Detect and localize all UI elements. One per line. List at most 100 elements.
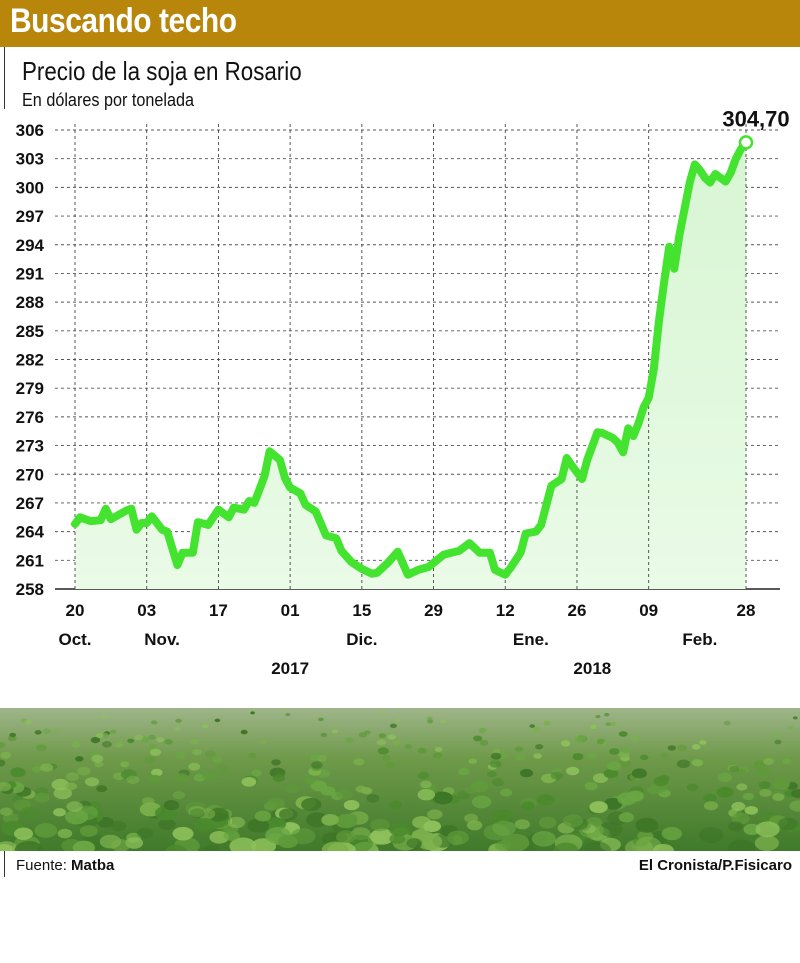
- leaf: [0, 841, 17, 851]
- leaf: [65, 782, 78, 791]
- leaf: [310, 754, 320, 761]
- leaf: [686, 783, 699, 791]
- leaf: [691, 744, 701, 750]
- y-tick-label: 285: [16, 322, 44, 341]
- leaf: [172, 826, 194, 841]
- y-tick-label: 270: [16, 465, 44, 484]
- leaf: [756, 768, 771, 778]
- leaf: [343, 800, 360, 811]
- leaf: [331, 729, 338, 734]
- leaf: [251, 769, 262, 777]
- leaf: [163, 800, 180, 811]
- leaf: [490, 752, 502, 760]
- leaf: [149, 748, 162, 756]
- leaf: [109, 729, 117, 735]
- leaf: [389, 833, 406, 844]
- leaf: [417, 771, 430, 780]
- source-note: Fuente: Matba: [16, 857, 114, 874]
- x-tick-label: 01: [281, 601, 300, 620]
- leaf: [603, 768, 619, 779]
- leaf: [174, 773, 189, 783]
- leaf: [423, 820, 441, 833]
- leaf: [71, 741, 81, 748]
- x-tick-label: 20: [66, 601, 85, 620]
- leaf: [127, 738, 135, 744]
- leaf: [394, 718, 401, 722]
- leaf: [320, 732, 328, 738]
- leaf: [727, 839, 756, 851]
- x-tick-label: 15: [352, 601, 371, 620]
- leaf: [254, 810, 272, 822]
- leaf: [759, 788, 772, 797]
- leaf: [553, 842, 579, 851]
- leaf: [521, 801, 535, 811]
- leaf: [703, 793, 717, 803]
- leaf: [458, 767, 470, 776]
- leaf: [241, 777, 257, 787]
- leaf: [148, 774, 162, 783]
- leaf: [51, 729, 58, 734]
- leaf: [40, 763, 54, 772]
- leaf: [285, 784, 300, 794]
- leaf: [531, 831, 556, 847]
- y-tick-label: 276: [16, 408, 44, 427]
- leaf: [10, 767, 26, 778]
- leaf: [576, 734, 586, 741]
- leaf: [744, 806, 759, 815]
- leaf: [440, 719, 446, 723]
- leaf: [311, 761, 323, 769]
- leaf: [599, 821, 623, 837]
- x-tick-label: 17: [209, 601, 228, 620]
- leaf: [248, 752, 257, 759]
- leaf: [318, 717, 324, 722]
- leaf: [755, 821, 780, 838]
- leaf: [321, 814, 339, 826]
- x-tick-label: 03: [137, 601, 156, 620]
- leaf: [136, 827, 154, 839]
- leaf: [492, 820, 516, 836]
- leaf: [389, 800, 403, 810]
- leaf: [618, 731, 628, 737]
- leaf: [516, 753, 526, 761]
- y-tick-label: 288: [16, 293, 44, 312]
- last-value-label: 304,70: [722, 106, 789, 131]
- leaf: [34, 792, 50, 803]
- leaf: [101, 741, 112, 748]
- leaf: [174, 727, 181, 731]
- leaf: [772, 778, 790, 790]
- leaf: [562, 814, 584, 828]
- leaf: [378, 733, 387, 739]
- leaf: [514, 819, 530, 830]
- leaf: [550, 771, 564, 780]
- leaf: [479, 740, 489, 746]
- source-name: Matba: [71, 857, 115, 874]
- x-tick-label: 28: [737, 601, 756, 620]
- leaf: [134, 734, 144, 741]
- x-tick-label: 29: [424, 601, 443, 620]
- leaf: [310, 780, 328, 792]
- y-tick-label: 306: [16, 121, 44, 140]
- leaf: [627, 790, 644, 802]
- leaf: [95, 733, 104, 738]
- leaf: [729, 765, 740, 773]
- leaf: [229, 837, 257, 851]
- leaf: [736, 768, 747, 775]
- y-tick-label: 291: [16, 264, 44, 283]
- leaf: [393, 739, 401, 745]
- leaf: [101, 715, 107, 719]
- month-label: Dic.: [346, 630, 377, 649]
- leaf: [535, 744, 544, 750]
- leaf: [377, 747, 389, 755]
- last-point-marker: [738, 135, 754, 150]
- leaf: [9, 732, 16, 738]
- leaf: [736, 783, 748, 791]
- leaf: [520, 768, 533, 778]
- leaf: [301, 797, 322, 812]
- leaf: [618, 812, 635, 823]
- source-prefix: Fuente:: [16, 857, 72, 874]
- leaf: [500, 788, 513, 797]
- leaf: [514, 746, 524, 752]
- leaf: [57, 828, 73, 839]
- leaf: [610, 722, 617, 726]
- leaf: [595, 714, 601, 719]
